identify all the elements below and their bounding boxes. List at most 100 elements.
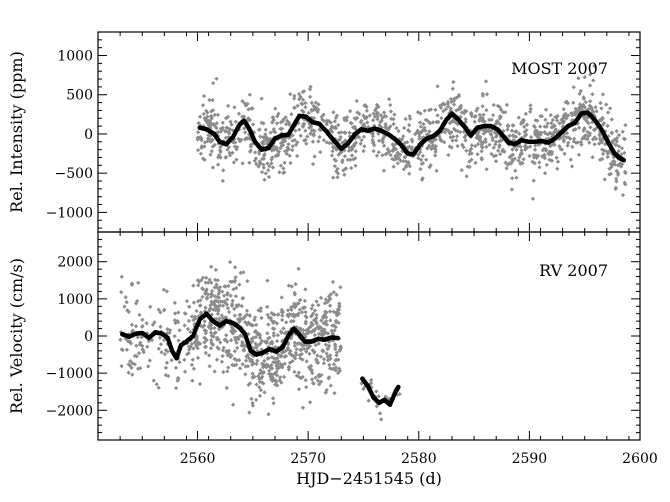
most-raw-point <box>613 185 618 191</box>
most-raw-point <box>596 141 602 146</box>
most-raw-point <box>348 108 353 114</box>
most-raw-point <box>210 165 216 170</box>
rv-raw-point <box>217 285 223 290</box>
rv-raw-point <box>209 341 215 347</box>
rv-raw-point <box>134 354 139 359</box>
most-raw-point <box>568 136 573 141</box>
most-raw-point <box>198 151 204 156</box>
rv-raw-point <box>228 354 233 360</box>
rv-raw-point <box>158 324 163 329</box>
rv-raw-point <box>234 285 239 291</box>
most-raw-point <box>517 131 522 136</box>
most-raw-point <box>343 166 349 171</box>
most-raw-point <box>510 133 515 138</box>
most-raw-point <box>554 118 560 123</box>
most-raw-point <box>390 142 395 147</box>
most-raw-point <box>359 137 364 143</box>
rv-raw-point <box>133 324 139 329</box>
most-raw-point <box>614 128 619 134</box>
rv-raw-point <box>327 343 332 349</box>
rv-raw-point <box>195 355 201 361</box>
rv-raw-point <box>247 381 253 386</box>
rv-raw-point <box>332 342 338 347</box>
rv-raw-point <box>318 325 323 330</box>
most-raw-point <box>278 145 283 151</box>
rv-raw-point <box>196 279 202 284</box>
rv-raw-point <box>278 329 284 334</box>
rv-raw-point <box>220 289 225 294</box>
most-raw-point <box>396 128 401 134</box>
rv-raw-point <box>224 297 230 302</box>
most-raw-point <box>289 112 294 117</box>
rv-raw-point <box>161 287 166 292</box>
rv-raw-point <box>243 313 248 319</box>
rv-raw-point <box>151 378 156 383</box>
rv-raw-point <box>240 339 245 345</box>
most-raw-point <box>490 112 496 118</box>
most-raw-point <box>587 83 593 88</box>
most-raw-point <box>618 164 624 169</box>
rv-raw-point <box>331 362 337 367</box>
rv-raw-point <box>257 393 263 399</box>
most-raw-point <box>484 167 489 172</box>
most-raw-point <box>376 150 381 155</box>
most-raw-point <box>479 144 485 149</box>
most-raw-point <box>342 154 348 159</box>
rv-raw-point <box>328 318 333 323</box>
rv-raw-point <box>318 354 324 359</box>
rv-raw-point <box>204 296 210 301</box>
most-raw-point <box>588 125 593 130</box>
most-raw-point <box>402 125 407 131</box>
most-raw-point <box>562 151 567 156</box>
rv-raw-point <box>245 352 251 357</box>
rv-raw-point <box>286 365 292 370</box>
rv-raw-point <box>209 280 214 285</box>
most-raw-point <box>214 121 219 126</box>
most-raw-point <box>538 130 544 135</box>
most-raw-point <box>317 134 322 140</box>
rv-raw-point <box>237 282 242 287</box>
most-raw-point <box>469 151 474 156</box>
most-raw-point <box>312 154 317 159</box>
rv-raw-point <box>302 298 308 304</box>
most-raw-point <box>451 102 457 107</box>
y-tick-label: −1000 <box>46 366 93 382</box>
rv-raw-point <box>140 317 145 322</box>
rv-raw-point <box>237 366 243 371</box>
x-tick-label: 2570 <box>290 451 326 467</box>
rv-raw-point <box>191 283 196 288</box>
most-raw-point <box>530 196 536 201</box>
rv-raw-point <box>216 337 221 342</box>
rv-raw-point <box>203 305 208 310</box>
rv-raw-point <box>172 333 177 339</box>
rv-raw-point <box>330 279 336 285</box>
rv-raw-point <box>128 341 134 346</box>
most-raw-point <box>463 138 468 143</box>
most-raw-point <box>590 92 595 97</box>
most-raw-point <box>316 139 321 144</box>
most-raw-point <box>532 147 538 152</box>
most-raw-point <box>353 140 359 145</box>
rv-raw-point <box>280 365 285 370</box>
most-raw-point <box>518 161 523 166</box>
rv-raw-point <box>285 347 290 352</box>
rv-raw-point <box>134 298 140 304</box>
most-raw-point <box>475 136 481 141</box>
most-raw-point <box>233 140 238 145</box>
most-raw-point <box>486 129 491 134</box>
most-raw-point <box>531 178 536 183</box>
rv-raw-point <box>144 321 149 326</box>
rv-raw-point <box>334 353 339 358</box>
rv-raw-point <box>229 329 234 334</box>
rv-raw-point <box>306 329 312 334</box>
rv-raw-point <box>243 372 248 377</box>
rv-raw-point <box>119 363 124 369</box>
rv-raw-point <box>314 358 319 363</box>
rv-raw-point <box>188 329 193 335</box>
rv-raw-point <box>203 344 209 349</box>
most-raw-point <box>252 158 257 164</box>
most-raw-point <box>433 137 438 142</box>
most-raw-point <box>248 148 253 153</box>
most-raw-point <box>433 149 438 155</box>
most-raw-point <box>428 163 433 168</box>
